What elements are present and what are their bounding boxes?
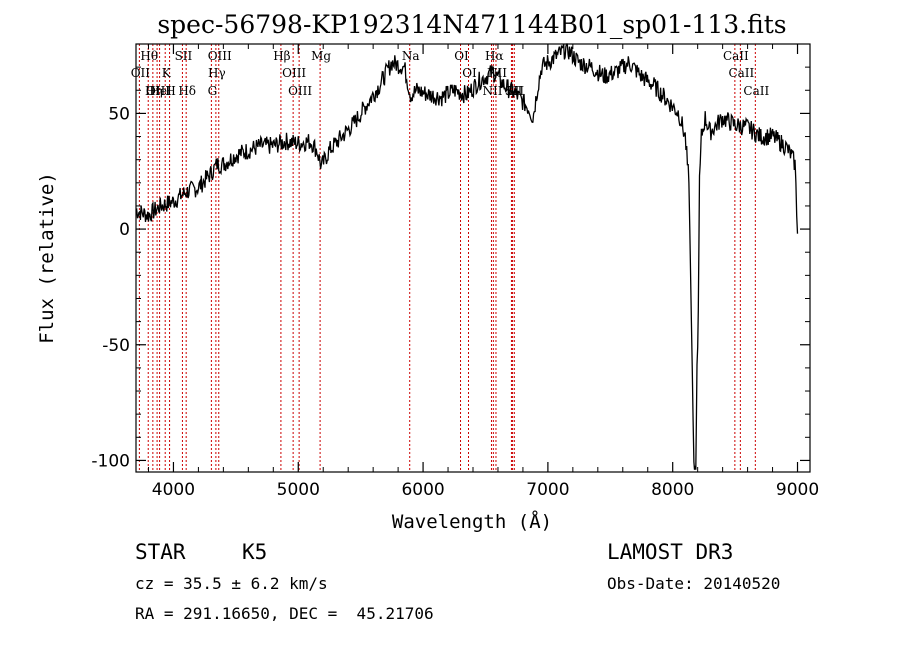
- survey-name: LAMOST DR3: [607, 540, 733, 564]
- y-tick-label: 50: [108, 104, 130, 124]
- x-tick-label: 4000: [152, 480, 195, 500]
- spectral-line-label: K: [162, 66, 172, 80]
- coordinates: RA = 291.16650, DEC = 45.21706: [135, 604, 434, 623]
- x-tick-label: 8000: [651, 480, 694, 500]
- spectral-line-label: NII: [482, 84, 502, 98]
- spectral-line-label: OII: [131, 66, 151, 80]
- spectral-line-label: G: [208, 84, 218, 98]
- spectral-line-label: CaII: [743, 84, 769, 98]
- object-subclass: K5: [242, 540, 267, 564]
- spectral-line-label: OIII: [288, 84, 312, 98]
- x-tick-label: 5000: [277, 480, 320, 500]
- spectral-line-label: OIII: [146, 84, 170, 98]
- x-tick-label: 7000: [526, 480, 569, 500]
- spectral-line-label: Hα: [485, 49, 504, 63]
- spectral-line-label: Hβ: [273, 49, 290, 63]
- chart-title: spec-56798-KP192314N471144B01_sp01-113.f…: [157, 10, 786, 39]
- y-axis-label: Flux (relative): [36, 172, 58, 344]
- spectral-line-markers: [138, 44, 756, 472]
- spectral-line-label: Na: [402, 49, 420, 63]
- redshift-cz: cz = 35.5 ± 6.2 km/s: [135, 574, 328, 593]
- spectral-line-label: CaII: [723, 49, 749, 63]
- spectral-line-label: H: [165, 84, 175, 98]
- y-axis: -100 -50 0 50: [91, 66, 810, 471]
- spectral-line-label: Hδ: [178, 84, 196, 98]
- spectral-line-label: OI: [462, 66, 477, 80]
- x-axis: 4000 5000 6000 7000 8000 9000: [147, 44, 819, 500]
- spectral-line-label: OIII: [208, 49, 232, 63]
- y-tick-label: 0: [119, 220, 130, 240]
- object-class: STAR: [135, 540, 186, 564]
- observation-date: Obs-Date: 20140520: [607, 574, 780, 593]
- spectral-line-label: OIII: [282, 66, 306, 80]
- spectral-line-label: Hη: [145, 84, 163, 98]
- x-tick-label: 6000: [401, 480, 444, 500]
- x-tick-label: 9000: [776, 480, 819, 500]
- spectral-line-label: Hγ: [208, 66, 226, 80]
- spectral-line-label: SII: [175, 49, 193, 63]
- spectral-line-label: HeI: [149, 84, 172, 98]
- spectral-line-label: OI: [454, 49, 469, 63]
- spectrum-line: [135, 43, 799, 470]
- x-axis-label: Wavelength (Å): [392, 510, 552, 533]
- y-tick-label: -50: [102, 336, 130, 356]
- y-tick-label: -100: [91, 451, 130, 471]
- spectral-line-label: CaII: [728, 66, 754, 80]
- plot-frame: [135, 43, 811, 473]
- spectral-line-label: Hθ: [140, 49, 158, 63]
- spectral-line-label: Mg: [311, 49, 331, 63]
